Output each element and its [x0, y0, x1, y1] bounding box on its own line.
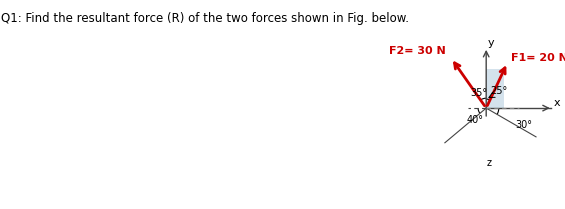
Text: y: y	[488, 38, 494, 48]
Text: Q1: Find the resultant force (R) of the two forces shown in Fig. below.: Q1: Find the resultant force (R) of the …	[1, 12, 410, 25]
Text: 40°: 40°	[467, 115, 484, 125]
Text: F1= 20 N: F1= 20 N	[511, 53, 565, 63]
Text: 30°: 30°	[515, 120, 532, 130]
Text: x: x	[554, 98, 560, 108]
Text: 25°: 25°	[490, 87, 508, 96]
Text: 35°: 35°	[470, 88, 487, 98]
Polygon shape	[486, 69, 505, 108]
Text: z: z	[487, 158, 492, 168]
Text: F2= 30 N: F2= 30 N	[389, 46, 446, 56]
